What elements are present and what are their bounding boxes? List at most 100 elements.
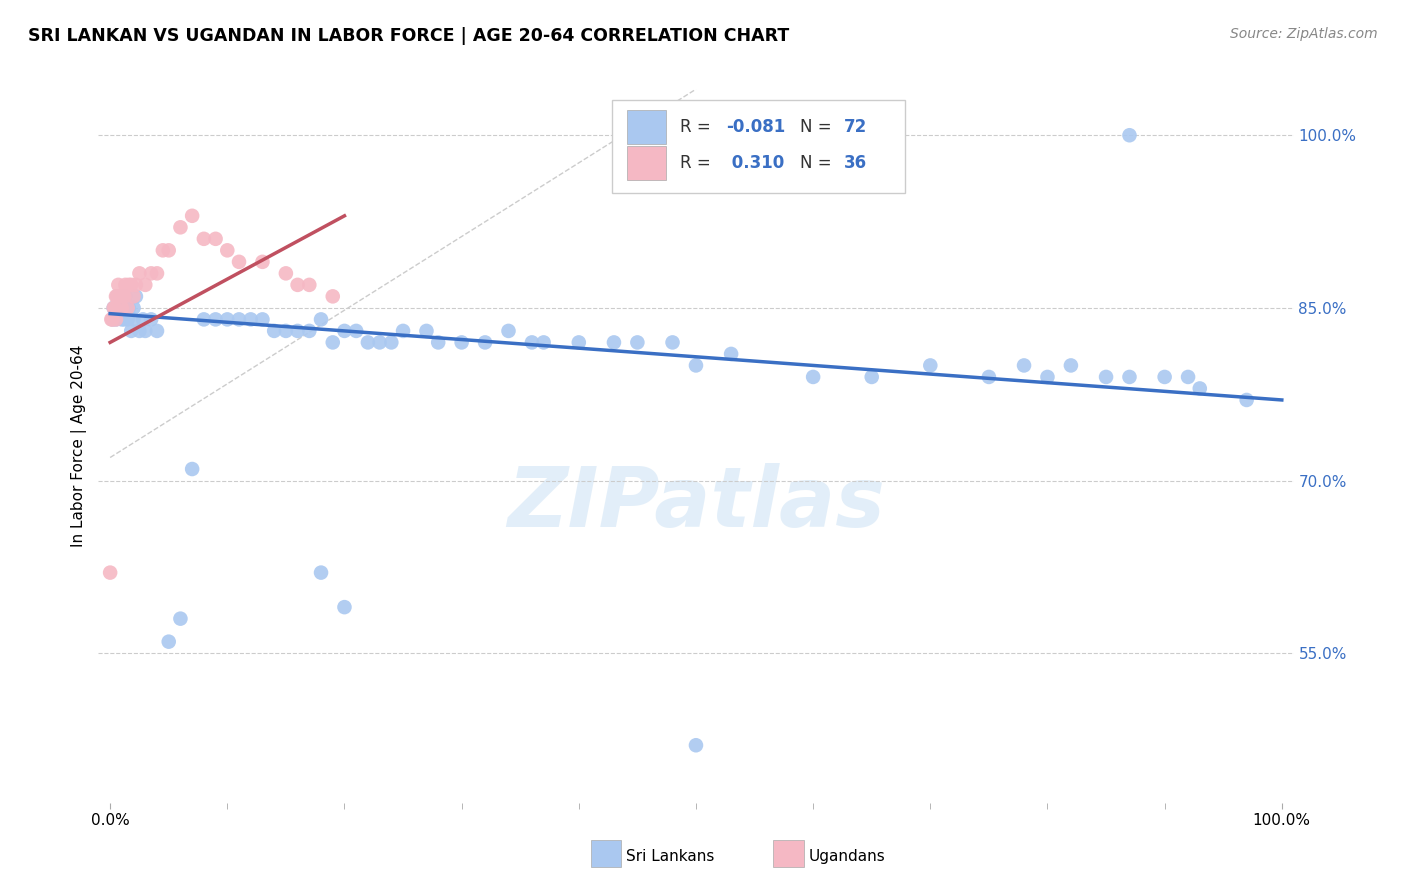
- Point: [128, 266, 150, 280]
- Text: -0.081: -0.081: [725, 118, 785, 136]
- Text: 72: 72: [844, 118, 868, 136]
- Point: [1060, 359, 1083, 373]
- Point: [204, 312, 226, 326]
- Point: [114, 277, 136, 292]
- Point: [134, 324, 156, 338]
- Point: [498, 324, 520, 338]
- Point: [661, 335, 683, 350]
- Point: [1012, 359, 1035, 373]
- Point: [101, 312, 124, 326]
- Point: [104, 301, 127, 315]
- Point: [157, 634, 180, 648]
- Point: [228, 312, 250, 326]
- Point: [287, 324, 309, 338]
- Point: [533, 335, 555, 350]
- Point: [415, 324, 437, 338]
- Point: [117, 301, 139, 315]
- Point: [181, 209, 204, 223]
- Point: [118, 301, 141, 315]
- Point: [118, 277, 141, 292]
- Point: [920, 359, 942, 373]
- Point: [1236, 392, 1258, 407]
- FancyBboxPatch shape: [627, 110, 666, 145]
- Point: [520, 335, 543, 350]
- Point: [125, 277, 148, 292]
- Point: [107, 301, 129, 315]
- Text: N =: N =: [800, 153, 837, 171]
- Point: [568, 335, 591, 350]
- Point: [239, 312, 262, 326]
- Point: [181, 462, 204, 476]
- Point: [152, 244, 174, 258]
- Point: [1118, 370, 1140, 384]
- Point: [103, 301, 125, 315]
- Point: [801, 370, 824, 384]
- Y-axis label: In Labor Force | Age 20-64: In Labor Force | Age 20-64: [72, 345, 87, 547]
- Point: [309, 312, 332, 326]
- Point: [204, 232, 226, 246]
- Point: [685, 359, 707, 373]
- Text: ZIPatlas: ZIPatlas: [508, 463, 884, 543]
- Point: [1177, 370, 1199, 384]
- Point: [120, 324, 142, 338]
- Point: [108, 289, 131, 303]
- Point: [1188, 381, 1211, 395]
- FancyBboxPatch shape: [627, 145, 666, 180]
- FancyBboxPatch shape: [613, 100, 905, 193]
- Point: [252, 255, 274, 269]
- Point: [101, 312, 124, 326]
- Point: [860, 370, 883, 384]
- Point: [107, 277, 129, 292]
- Point: [157, 244, 180, 258]
- Point: [217, 244, 239, 258]
- Text: 0.310: 0.310: [725, 153, 785, 171]
- Point: [263, 324, 285, 338]
- Point: [146, 324, 169, 338]
- Point: [1095, 370, 1118, 384]
- Point: [104, 301, 127, 315]
- Point: [287, 277, 309, 292]
- Point: [108, 289, 131, 303]
- Point: [141, 312, 163, 326]
- Point: [100, 312, 122, 326]
- Point: [111, 301, 134, 315]
- Point: [1036, 370, 1059, 384]
- Point: [193, 232, 215, 246]
- Point: [111, 312, 134, 326]
- Point: [193, 312, 215, 326]
- Point: [111, 289, 134, 303]
- Text: R =: R =: [681, 118, 717, 136]
- Point: [368, 335, 391, 350]
- Point: [333, 600, 356, 615]
- Text: 36: 36: [844, 153, 868, 171]
- Point: [132, 312, 155, 326]
- Point: [357, 335, 380, 350]
- Point: [169, 612, 191, 626]
- Text: R =: R =: [681, 153, 717, 171]
- Point: [380, 335, 402, 350]
- Point: [105, 312, 128, 326]
- Point: [117, 301, 139, 315]
- Point: [112, 312, 135, 326]
- Point: [141, 266, 163, 280]
- Point: [134, 277, 156, 292]
- Point: [105, 289, 128, 303]
- Point: [626, 335, 648, 350]
- Point: [217, 312, 239, 326]
- Text: N =: N =: [800, 118, 837, 136]
- Point: [122, 289, 145, 303]
- Point: [1118, 128, 1140, 143]
- Text: SRI LANKAN VS UGANDAN IN LABOR FORCE | AGE 20-64 CORRELATION CHART: SRI LANKAN VS UGANDAN IN LABOR FORCE | A…: [28, 27, 789, 45]
- Point: [111, 289, 134, 303]
- Point: [977, 370, 1000, 384]
- Text: Sri Lankans: Sri Lankans: [626, 849, 714, 863]
- Point: [103, 301, 125, 315]
- Point: [427, 335, 450, 350]
- Text: Ugandans: Ugandans: [808, 849, 886, 863]
- Point: [298, 277, 321, 292]
- Point: [450, 335, 472, 350]
- Point: [322, 335, 344, 350]
- Point: [105, 289, 128, 303]
- Point: [146, 266, 169, 280]
- Point: [252, 312, 274, 326]
